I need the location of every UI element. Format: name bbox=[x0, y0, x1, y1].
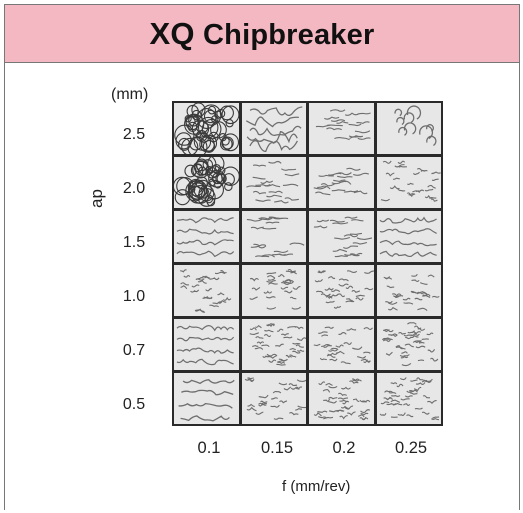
chip-sample-cell bbox=[376, 211, 441, 262]
header-banner: XQ Chipbreaker bbox=[4, 4, 520, 63]
row-label: 0.7 bbox=[122, 342, 146, 359]
chip-sample-cell bbox=[309, 373, 374, 424]
chip-sample-cell bbox=[174, 265, 239, 316]
y-axis-label: ap bbox=[87, 189, 106, 208]
column-label: 0.1 bbox=[197, 439, 221, 457]
row-label: 2.0 bbox=[122, 180, 146, 197]
chip-sample-cell bbox=[241, 319, 306, 370]
unit-label: (mm) bbox=[111, 86, 149, 103]
x-axis-label: f (mm/rev) bbox=[282, 478, 351, 495]
row-label: 0.5 bbox=[122, 396, 146, 413]
column-label: 0.25 bbox=[394, 439, 428, 457]
chip-sample-cell bbox=[241, 211, 306, 262]
chip-matrix bbox=[172, 101, 443, 426]
row-label: 1.0 bbox=[122, 288, 146, 305]
page-title: XQ Chipbreaker bbox=[150, 16, 375, 52]
title-bold: XQ bbox=[149, 15, 195, 51]
chip-sample-cell bbox=[241, 157, 306, 208]
chip-sample-cell bbox=[174, 373, 239, 424]
chip-sample-cell bbox=[174, 103, 239, 154]
chip-sample-cell bbox=[376, 157, 441, 208]
chip-sample-cell bbox=[309, 103, 374, 154]
chip-sample-cell bbox=[174, 319, 239, 370]
row-label: 2.5 bbox=[122, 126, 146, 143]
row-label: 1.5 bbox=[122, 234, 146, 251]
chip-sample-cell bbox=[241, 103, 306, 154]
chip-sample-cell bbox=[376, 265, 441, 316]
panel-frame bbox=[4, 4, 520, 510]
chip-sample-cell bbox=[309, 265, 374, 316]
chip-sample-cell bbox=[174, 211, 239, 262]
chip-sample-cell bbox=[376, 103, 441, 154]
column-label: 0.2 bbox=[332, 439, 356, 457]
chip-sample-cell bbox=[241, 265, 306, 316]
chip-sample-cell bbox=[241, 373, 306, 424]
chip-sample-cell bbox=[309, 319, 374, 370]
chip-sample-cell bbox=[309, 157, 374, 208]
column-label: 0.15 bbox=[260, 439, 294, 457]
chip-sample-cell bbox=[174, 157, 239, 208]
chip-sample-cell bbox=[376, 373, 441, 424]
title-rest: Chipbreaker bbox=[203, 18, 375, 51]
chip-sample-cell bbox=[376, 319, 441, 370]
chip-sample-cell bbox=[309, 211, 374, 262]
